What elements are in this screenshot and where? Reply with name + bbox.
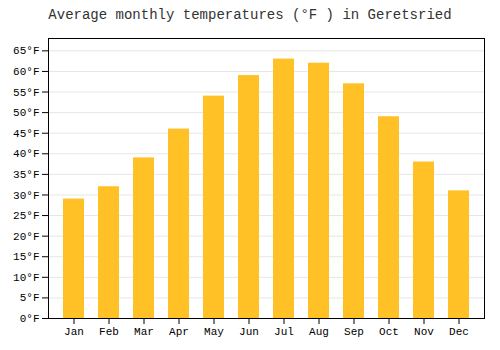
svg-text:25°F: 25°F [13,210,39,222]
svg-text:30°F: 30°F [13,189,39,201]
svg-text:15°F: 15°F [13,251,39,263]
svg-text:55°F: 55°F [13,87,39,99]
svg-text:Jul: Jul [274,326,294,338]
svg-text:Oct: Oct [379,326,399,338]
svg-text:Aug: Aug [309,326,329,338]
svg-text:Mar: Mar [134,326,154,338]
svg-text:10°F: 10°F [13,272,39,284]
svg-text:5°F: 5°F [20,292,40,304]
svg-text:40°F: 40°F [13,148,39,160]
svg-text:May: May [204,326,224,338]
svg-text:0°F: 0°F [20,313,40,325]
svg-text:Sep: Sep [344,326,364,338]
html-text:Average monthly temperatures (: Average monthly temperatures (°F ) in Ge… [48,7,452,23]
svg-text:35°F: 35°F [13,169,39,181]
svg-text:Dec: Dec [449,326,469,338]
svg-text:Jun: Jun [239,326,259,338]
svg-text:65°F: 65°F [13,45,39,57]
svg-text:Nov: Nov [414,326,434,338]
svg-text:50°F: 50°F [13,107,39,119]
svg-text:Jan: Jan [64,326,84,338]
svg-text:45°F: 45°F [13,128,39,140]
svg-text:60°F: 60°F [13,66,39,78]
svg-text:Apr: Apr [169,326,189,338]
svg-text:20°F: 20°F [13,231,39,243]
svg-text:Feb: Feb [99,326,119,338]
